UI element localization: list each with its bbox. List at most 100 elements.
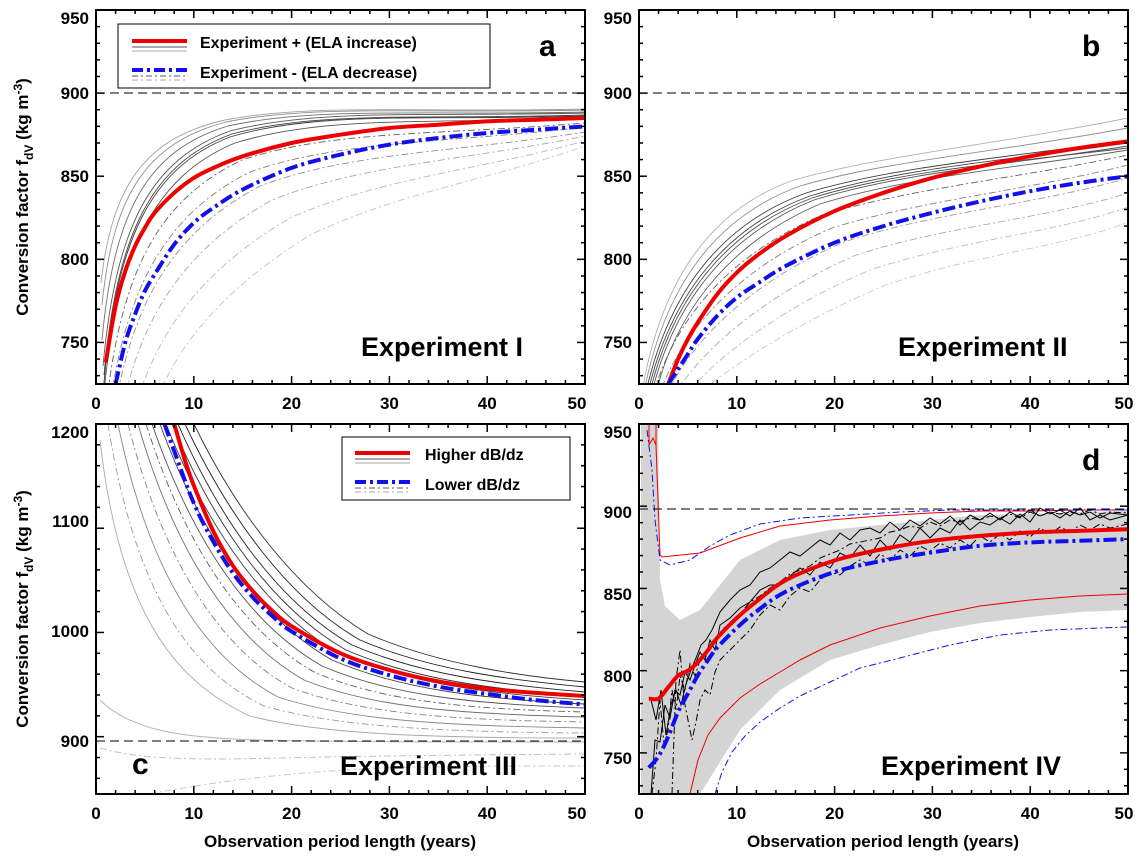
panel-c-x-tick: 10 [184,804,203,823]
bg-curve [709,221,1128,384]
series-line-ensemble-blue [647,537,1128,770]
panel-c-letter: c [132,748,149,781]
panel-b-frame [638,9,1129,385]
bg-curve [149,765,585,794]
band-lower-red [689,593,1128,794]
panel-b-x-tick: 40 [1021,394,1040,413]
bg-curve [112,126,585,384]
series-line-higher-db-dz [172,424,585,698]
panel-d-y-tick: 950 [604,423,632,442]
panel-b-letter: b [1082,30,1100,63]
bg-curve [145,424,585,713]
panel-d: 0 10 20 30 40 50 750 800 850 900 950 Obs… [604,423,1134,851]
panel-c-x-axis-label: Observation period length (years) [204,832,476,851]
bg-curve [657,149,1128,384]
panel-d-x-tick: 10 [727,804,746,823]
panel-b-y-tick: 950 [604,9,632,28]
panel-c-y-tick: 1200 [51,423,89,442]
panel-d-letter: d [1082,444,1100,477]
bg-curve [103,114,585,376]
series-line-ensemble-red [648,527,1128,702]
panel-b-y-tick: 800 [604,250,632,269]
panel-b-x-tick: 50 [1115,394,1134,413]
panel-a-title: Experiment I [361,332,523,362]
panel-a-x-tick: 10 [184,394,203,413]
band-upper-red [648,424,1128,558]
panel-c-frame [95,423,586,795]
bg-curve [671,177,1128,384]
bg-curve [100,108,585,284]
panel-c-legend: Higher dB/dz Lower dB/dz [341,436,571,501]
panel-d-x-axis-label: Observation period length (years) [747,832,1019,851]
panel-b-y-tick: 750 [604,333,632,352]
series-line-lower-db-dz [162,424,585,707]
bg-curve [694,206,1128,384]
panel-c-background-curves [99,424,585,794]
panel-a-x-tick: 30 [380,394,399,413]
panel-c-y-axis-label: Conversion factor fdV (kg m-3) [11,490,36,728]
band-lower-blue [714,626,1128,794]
panel-a-y-axis-label: Conversion factor fdV (kg m-3) [11,78,36,316]
series-line-experiment-minus [113,124,585,384]
bg-curve [117,424,585,729]
bg-curve [103,115,585,384]
bg-curve [101,111,585,341]
panel-c-x-tick: 0 [91,804,100,823]
bg-curve [101,109,585,306]
panel-b-x-tick: 0 [634,394,643,413]
series-line-experiment-plus [103,116,585,363]
panel-a-x-tick: 0 [91,394,100,413]
panel-c-x-tick: 20 [282,804,301,823]
uncertainty-band [641,424,1128,794]
panel-b-y-tick: 850 [604,167,632,186]
band-upper-blue [646,429,1128,566]
panel-a-letter: a [539,30,556,63]
panel-a-y-tick: 750 [61,333,89,352]
panel-b-title: Experiment II [898,332,1068,362]
bg-curve [681,192,1128,384]
panel-c-x-tick: 40 [478,804,497,823]
panel-a-y-tick: 950 [61,9,89,28]
legend-label-lower: Lower dB/dz [425,477,520,494]
panel-d-x-tick: 40 [1021,804,1040,823]
member-trace [651,509,1128,794]
panel-b-x-tick: 20 [825,394,844,413]
panel-d-x-tick: 0 [634,804,643,823]
panel-d-ticks [638,423,1129,794]
panel-a-y-tick: 900 [61,84,89,103]
bg-curve [127,135,585,384]
panel-d-x-tick: 20 [825,804,844,823]
panel-a-frame [95,9,586,385]
legend-box [117,23,491,89]
panel-b: 0 10 20 30 40 50 750 800 850 900 950 b E… [604,9,1134,413]
bg-curve [99,699,585,743]
bg-curve [99,747,585,760]
panel-c-y-tick: 1000 [51,622,89,641]
panel-d-y-tick: 750 [604,749,632,768]
panel-b-x-tick: 30 [923,394,942,413]
bg-curve [177,424,585,693]
panel-c-title: Experiment III [340,751,517,781]
bg-curve [137,424,585,718]
panel-b-ticks [638,9,1129,384]
panel-c-y-tick: 1100 [52,512,89,531]
bg-curve [647,139,1128,384]
panel-a-background-curves [100,108,585,384]
panel-d-title: Experiment IV [881,751,1061,781]
panel-c-y-tick: 900 [61,732,89,751]
panel-c-x-tick: 50 [568,804,587,823]
panel-d-y-tick: 900 [604,503,632,522]
panel-c-ticks [95,423,586,794]
bg-curve [119,131,585,384]
series-line-experiment-plus [666,139,1128,384]
panel-d-x-tick: 30 [923,804,942,823]
panel-a-y-tick: 850 [61,167,89,186]
bg-curve [163,145,585,384]
panel-a-x-tick: 50 [568,394,587,413]
panel-d-frame [638,423,1129,795]
bg-curve [108,122,585,384]
bg-curve [643,117,1128,384]
panel-c: 0 10 20 30 40 50 900 1000 1100 1200 Conv… [11,423,586,851]
panel-d-x-tick: 50 [1115,804,1134,823]
bg-curve [651,147,1128,384]
